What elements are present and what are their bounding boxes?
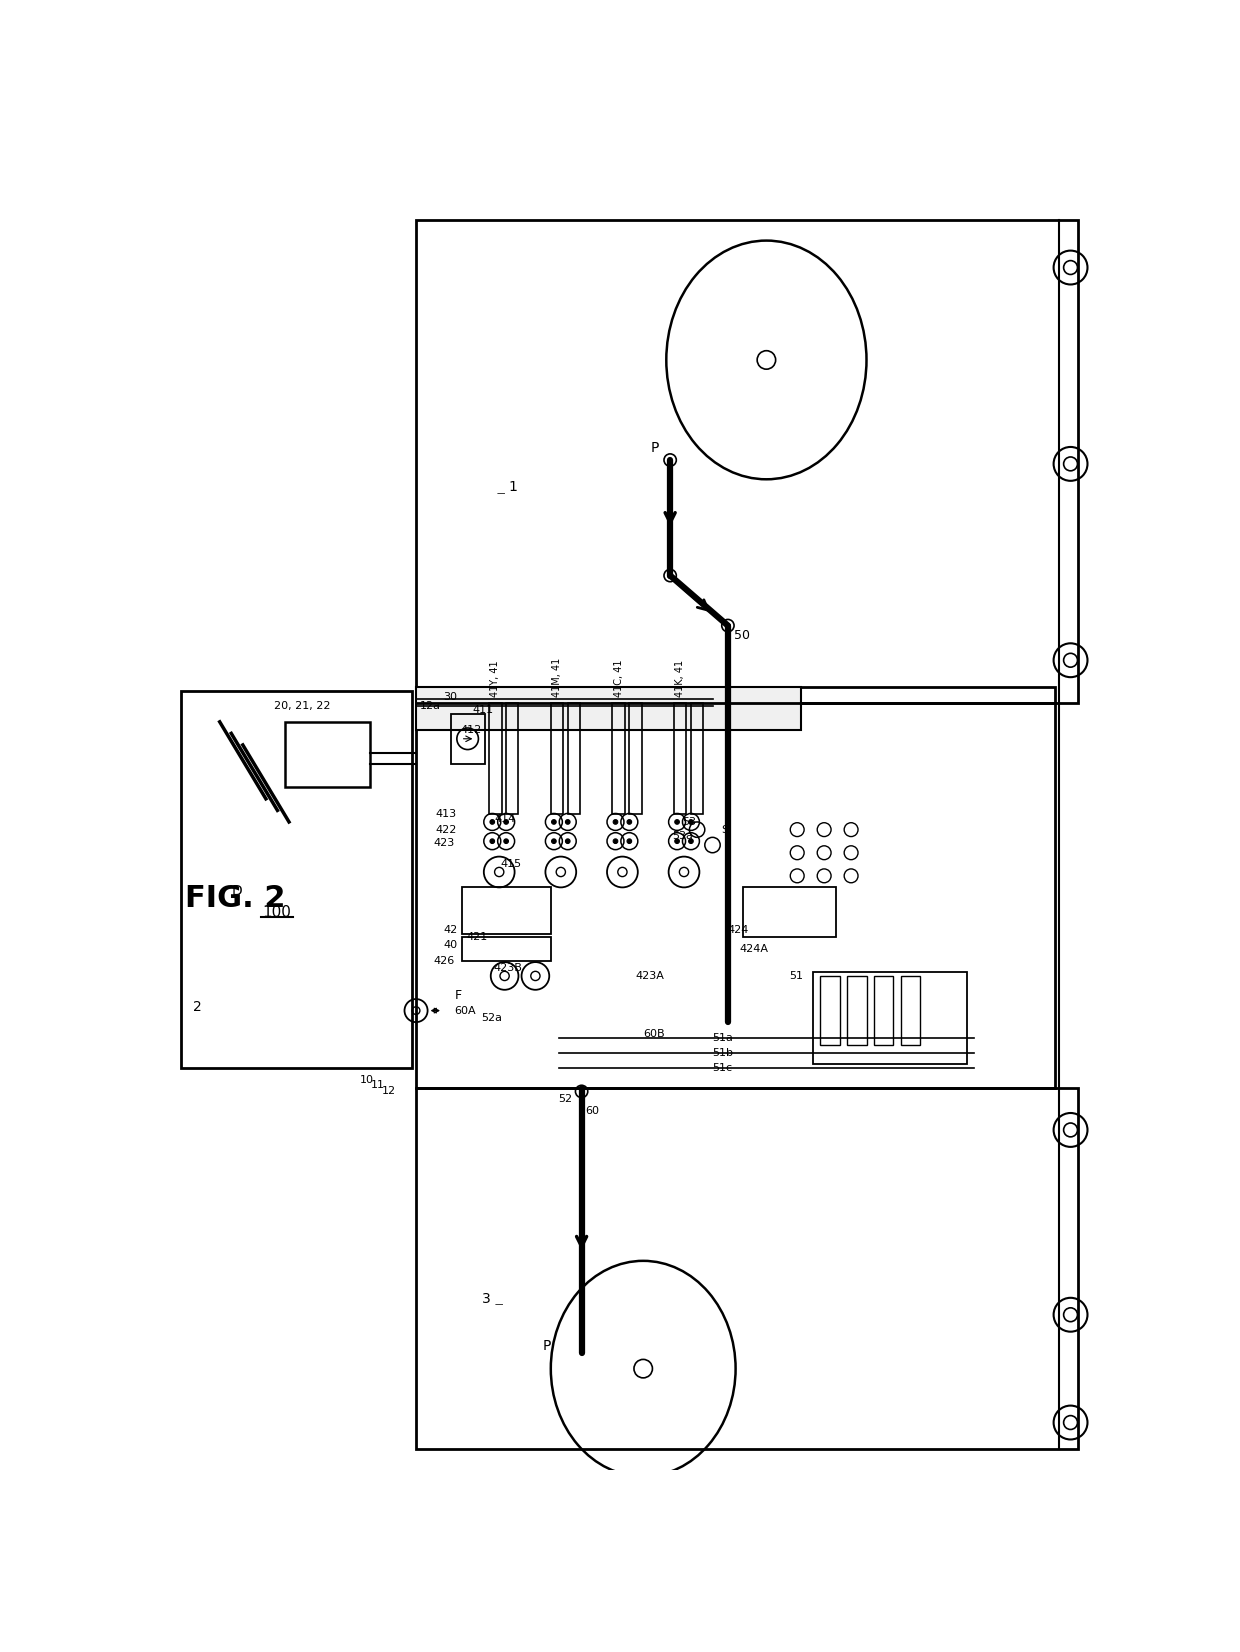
Bar xyxy=(417,687,801,730)
Text: D: D xyxy=(231,884,242,899)
Text: 60A: 60A xyxy=(455,1006,476,1016)
Circle shape xyxy=(490,839,495,844)
Text: 41K, 41: 41K, 41 xyxy=(675,661,686,697)
Bar xyxy=(463,937,551,960)
Text: 51: 51 xyxy=(790,971,804,981)
Text: 423A: 423A xyxy=(635,971,665,981)
Text: 40: 40 xyxy=(443,940,458,950)
Circle shape xyxy=(688,819,693,824)
Circle shape xyxy=(688,839,693,844)
Text: FIG. 2: FIG. 2 xyxy=(185,884,285,914)
Bar xyxy=(901,976,920,1046)
Text: 41C, 41: 41C, 41 xyxy=(614,659,624,697)
Text: 1: 1 xyxy=(508,481,517,494)
Bar xyxy=(463,887,551,933)
Text: 413: 413 xyxy=(435,809,456,819)
Text: 41Y, 41: 41Y, 41 xyxy=(490,661,501,697)
Text: 426: 426 xyxy=(434,955,455,965)
Bar xyxy=(506,702,518,814)
Bar xyxy=(417,1087,1079,1449)
Text: —: — xyxy=(497,489,505,497)
Text: 53a: 53a xyxy=(672,831,693,841)
Text: 100: 100 xyxy=(262,905,291,920)
Circle shape xyxy=(503,819,508,824)
Text: S: S xyxy=(722,824,729,834)
Text: 12: 12 xyxy=(382,1085,396,1095)
Text: —: — xyxy=(495,1300,503,1310)
Text: 60B: 60B xyxy=(644,1029,665,1039)
Bar xyxy=(691,702,703,814)
Bar xyxy=(821,976,839,1046)
Circle shape xyxy=(675,819,680,824)
Bar xyxy=(181,691,412,1069)
Text: 422: 422 xyxy=(435,824,456,834)
Bar xyxy=(812,971,967,1064)
Circle shape xyxy=(675,839,680,844)
Text: 53: 53 xyxy=(682,818,696,828)
Bar xyxy=(417,220,1079,702)
Circle shape xyxy=(613,819,618,824)
Text: 20, 21, 22: 20, 21, 22 xyxy=(274,702,330,712)
Circle shape xyxy=(627,819,631,824)
Text: 10: 10 xyxy=(360,1075,373,1085)
Text: 52a: 52a xyxy=(481,1013,502,1023)
Bar xyxy=(551,702,563,814)
Circle shape xyxy=(552,819,557,824)
Bar xyxy=(847,976,867,1046)
Text: 2: 2 xyxy=(192,999,202,1014)
Text: P: P xyxy=(651,441,660,456)
Text: 3: 3 xyxy=(481,1292,490,1307)
Circle shape xyxy=(627,839,631,844)
Text: 414: 414 xyxy=(495,814,516,824)
Text: 60: 60 xyxy=(585,1105,599,1115)
Circle shape xyxy=(552,839,557,844)
Bar xyxy=(568,702,580,814)
Text: 41M, 41: 41M, 41 xyxy=(552,657,562,697)
Text: 51b: 51b xyxy=(713,1047,734,1057)
Circle shape xyxy=(613,839,618,844)
Text: 412: 412 xyxy=(460,725,481,735)
Text: 11: 11 xyxy=(371,1080,384,1090)
Circle shape xyxy=(565,839,570,844)
Text: 423: 423 xyxy=(434,839,455,849)
Text: 12a: 12a xyxy=(420,702,441,712)
Text: 423B: 423B xyxy=(494,963,522,973)
Circle shape xyxy=(503,839,508,844)
Text: 411: 411 xyxy=(472,705,494,715)
Text: 51a: 51a xyxy=(713,1032,733,1042)
Text: 51c: 51c xyxy=(713,1064,733,1074)
Bar xyxy=(490,702,501,814)
Bar xyxy=(450,714,485,765)
Text: F: F xyxy=(455,988,461,1001)
Bar xyxy=(675,702,686,814)
Text: 421: 421 xyxy=(466,932,487,942)
Circle shape xyxy=(565,819,570,824)
Text: 415: 415 xyxy=(501,859,522,869)
Bar xyxy=(874,976,894,1046)
Text: 424: 424 xyxy=(728,925,749,935)
Bar xyxy=(613,702,625,814)
Text: 52: 52 xyxy=(558,1094,573,1104)
Bar xyxy=(743,887,836,937)
Text: 30: 30 xyxy=(443,692,458,702)
Circle shape xyxy=(490,819,495,824)
Text: 50: 50 xyxy=(734,629,750,643)
Text: 424A: 424A xyxy=(739,943,769,953)
Bar xyxy=(285,722,370,788)
Text: 42: 42 xyxy=(443,925,458,935)
Bar xyxy=(630,702,641,814)
Bar xyxy=(417,687,1055,1087)
Text: P: P xyxy=(543,1338,552,1353)
